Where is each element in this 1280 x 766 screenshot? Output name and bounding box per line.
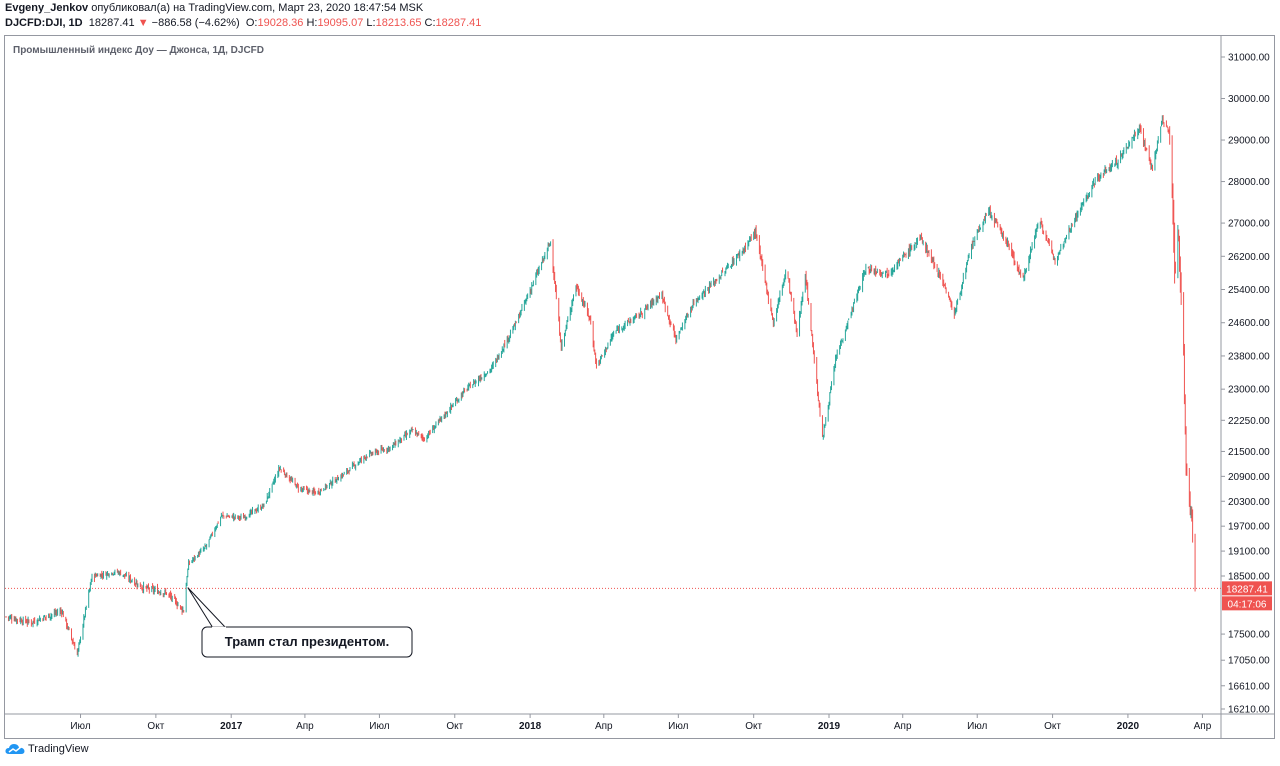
price-tick-label: 23000.00	[1228, 385, 1270, 396]
candles-layer	[5, 115, 1196, 657]
time-tick-label: Окт	[1044, 721, 1061, 732]
price-tick-label: 16210.00	[1228, 705, 1270, 716]
time-tick-label: Окт	[745, 721, 762, 732]
price-tick-label: 21500.00	[1228, 447, 1270, 458]
price-tick-label: 19700.00	[1228, 522, 1270, 533]
publish-info: Evgeny_Jenkov опубликовал(а) на TradingV…	[5, 2, 423, 14]
open-value: 19028.36	[257, 17, 304, 29]
callout-text: Трамп стал президентом.	[225, 634, 389, 649]
price-tick-label: 29000.00	[1228, 136, 1270, 147]
price-tick-label: 17050.00	[1228, 656, 1270, 667]
last-price: 18287.41	[88, 17, 135, 29]
time-tick-label: 2018	[519, 721, 542, 732]
time-tick-label: Июл	[369, 721, 389, 732]
symbol-label: DJCFD:DJI, 1D	[5, 17, 83, 29]
price-tick-label: 25400.00	[1228, 285, 1270, 296]
last-price-badge	[1222, 581, 1272, 596]
time-tick-label: Апр	[595, 721, 613, 732]
time-tick-label: Июл	[668, 721, 688, 732]
price-tick-label: 27000.00	[1228, 219, 1270, 230]
countdown-badge	[1222, 596, 1272, 611]
callout-pointer	[187, 587, 228, 629]
time-axis[interactable]: Июл Окт 2017 Апр Июл Окт 2018 Апр Июл Окт 2019 Апр И…	[70, 714, 1212, 732]
price-tick-label: 20900.00	[1228, 472, 1270, 483]
publish-text: опубликовал(а) на TradingView.com, Март …	[91, 2, 424, 14]
price-tick-label: 26200.00	[1228, 252, 1270, 263]
time-tick-label: 2020	[1117, 721, 1140, 732]
countdown-timer: 04:17:06	[1228, 599, 1267, 610]
time-tick-label: Окт	[446, 721, 463, 732]
time-tick-label: Апр	[894, 721, 912, 732]
price-tick-label: 20300.00	[1228, 497, 1270, 508]
time-tick-label: 2019	[818, 721, 841, 732]
callout-box[interactable]	[201, 626, 413, 658]
time-tick-label: 2017	[220, 721, 243, 732]
author-name[interactable]: Evgeny_Jenkov	[5, 2, 89, 14]
high-label: H:	[306, 17, 318, 29]
price-tick-label: 18500.00	[1228, 572, 1270, 583]
price-change: −886.58 (−4.62%)	[151, 17, 240, 29]
last-price-line-layer: 18287.41 04:17:06	[5, 581, 1272, 611]
price-tick-label: 16610.00	[1228, 681, 1270, 692]
high-value: 19095.07	[317, 17, 364, 29]
time-tick-label: Апр	[1194, 721, 1212, 732]
ohlc-legend: DJCFD:DJI, 1D 18287.41 ▼ −886.58 (−4.62%…	[5, 17, 481, 29]
low-value: 18213.65	[375, 17, 422, 29]
price-tick-label: 22250.00	[1228, 416, 1270, 427]
price-tick-label: 30000.00	[1228, 94, 1270, 105]
price-tick-label: 28000.00	[1228, 177, 1270, 188]
chart-title: Промышленный индекс Доу — Джонса, 1Д, DJ…	[13, 45, 265, 56]
price-tick-label: 19100.00	[1228, 547, 1270, 558]
cloud-icon	[5, 744, 25, 754]
price-tick-label: 17500.00	[1228, 630, 1270, 641]
chart-panel[interactable]	[4, 35, 1275, 739]
price-axis[interactable]: 31000.00 30000.00 29000.00 28000.00 27000.00…	[1221, 53, 1270, 716]
tradingview-logo-text: TradingView	[28, 743, 89, 755]
open-label: O:	[245, 17, 258, 29]
annotation-layer[interactable]: Трамп стал президентом.	[187, 587, 413, 658]
last-price-label: 18287.41	[1226, 584, 1268, 595]
price-tick-label: 31000.00	[1228, 53, 1270, 64]
time-tick-label: Апр	[296, 721, 314, 732]
time-tick-label: Окт	[147, 721, 164, 732]
time-tick-label: Июл	[967, 721, 987, 732]
close-label: C:	[424, 17, 436, 29]
down-arrow-icon: ▼	[137, 17, 149, 29]
tradingview-logo[interactable]: TradingView	[5, 743, 89, 755]
time-tick-label: Июл	[70, 721, 90, 732]
low-label: L:	[366, 17, 376, 29]
price-tick-label: 23800.00	[1228, 351, 1270, 362]
price-tick-label: 24600.00	[1228, 318, 1270, 329]
close-value: 18287.41	[435, 17, 482, 29]
